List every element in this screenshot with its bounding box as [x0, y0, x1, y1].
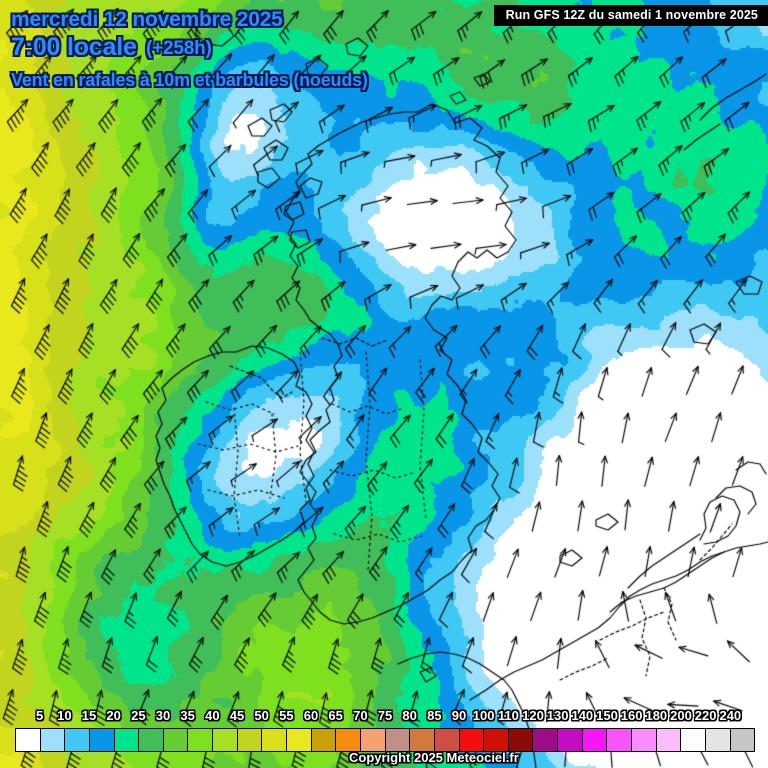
color-scale-tick: 5: [36, 708, 44, 723]
color-scale-tick: 150: [596, 708, 618, 723]
color-scale-tick: 70: [353, 708, 368, 723]
color-scale-tick: 75: [377, 708, 393, 723]
color-swatch: [681, 729, 706, 751]
color-swatch: [237, 729, 263, 751]
color-swatch: [558, 729, 583, 751]
color-scale-bar[interactable]: [15, 728, 755, 752]
color-scale-tick: 85: [427, 708, 442, 723]
color-scale-tick: 65: [328, 708, 343, 723]
color-scale-tick: 200: [670, 708, 692, 723]
color-scale-tick: 40: [205, 708, 220, 723]
color-swatch: [65, 729, 90, 751]
color-scale-tick: 20: [106, 708, 121, 723]
color-swatch: [484, 729, 509, 751]
forecast-time-label: 7:00 locale: [11, 33, 137, 61]
color-scale-tick: 50: [254, 708, 269, 723]
color-scale-legend: 5 10 15 20 25 30 35 40 45 50 55 60 65 70 75 80 85 90 100 11…: [0, 700, 768, 768]
forecast-parameter-label: Vent en rafales à 10m et barbules (noeud…: [11, 70, 368, 90]
color-swatch: [434, 729, 460, 751]
color-scale-tick: 80: [402, 708, 417, 723]
color-scale-tick: 220: [694, 708, 717, 723]
color-swatch: [656, 729, 682, 751]
color-swatch: [459, 729, 485, 751]
color-swatch: [114, 729, 140, 751]
color-scale-tick: 100: [472, 708, 495, 723]
color-scale-tick: 25: [131, 708, 146, 723]
forecast-step-label: (+258h): [146, 38, 212, 59]
color-swatch: [213, 729, 238, 751]
color-scale-tick: 140: [571, 708, 594, 723]
color-scale-tick: 10: [57, 708, 72, 723]
color-scale-tick: 130: [546, 708, 569, 723]
color-swatch: [262, 729, 288, 751]
color-scale-tick: 160: [620, 708, 643, 723]
color-scale-tick: 90: [451, 708, 467, 723]
color-scale-tick: 15: [81, 708, 97, 723]
color-swatch: [607, 729, 633, 751]
color-scale-tick: 240: [719, 708, 742, 723]
color-swatch: [163, 729, 189, 751]
forecast-date-label: mercredi 12 novembre 2025: [11, 8, 283, 31]
color-swatch: [632, 729, 657, 751]
color-swatch: [139, 729, 164, 751]
color-swatch: [533, 729, 559, 751]
copyright-label: Copyright 2025 Meteociel.fr: [349, 750, 519, 765]
color-scale-tick-labels: 5 10 15 20 25 30 35 40 45 50 55 60 65 70 75 80 85 90 100 11…: [0, 708, 768, 728]
color-swatch: [89, 729, 115, 751]
color-swatch: [730, 729, 755, 751]
model-run-label: Run GFS 12Z du samedi 1 novembre 2025: [493, 5, 768, 26]
color-scale-tick: 110: [497, 708, 519, 723]
color-scale-tick: 35: [180, 708, 195, 723]
color-swatch: [40, 729, 66, 751]
color-swatch: [385, 729, 411, 751]
color-swatch: [410, 729, 435, 751]
color-swatch: [582, 729, 608, 751]
color-swatch: [360, 729, 386, 751]
color-scale-tick: 30: [155, 708, 171, 723]
color-swatch: [311, 729, 337, 751]
color-scale-tick: 60: [303, 708, 319, 723]
color-scale-tick: 180: [645, 708, 668, 723]
color-swatch: [336, 729, 361, 751]
color-scale-tick: 120: [522, 708, 544, 723]
color-swatch: [705, 729, 731, 751]
color-swatch: [287, 729, 312, 751]
color-swatch: [16, 729, 41, 751]
color-scale-tick: 45: [229, 708, 245, 723]
color-scale-tick: 55: [279, 708, 294, 723]
color-swatch: [188, 729, 214, 751]
color-swatch: [508, 729, 534, 751]
